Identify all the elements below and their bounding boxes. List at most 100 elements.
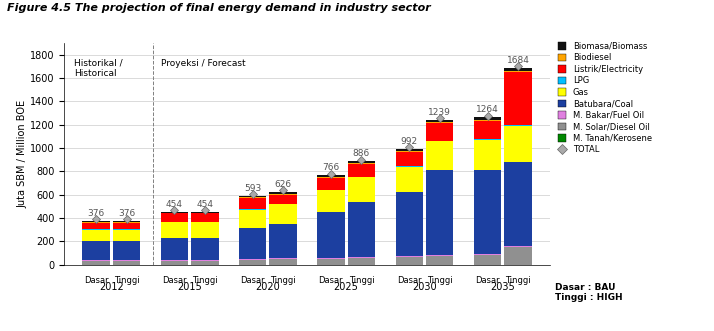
Bar <box>396 152 423 166</box>
Text: Tinggi: Tinggi <box>271 276 296 285</box>
Bar <box>504 71 532 72</box>
Bar <box>82 221 110 222</box>
Bar <box>239 228 266 259</box>
Text: Figure 4.5 The projection of final energy demand in industry sector: Figure 4.5 The projection of final energ… <box>7 3 431 13</box>
Bar <box>504 162 532 246</box>
Text: 1239: 1239 <box>428 108 451 117</box>
Bar <box>239 260 266 265</box>
Text: 1264: 1264 <box>476 105 499 114</box>
Bar <box>239 197 266 198</box>
Bar <box>113 260 140 261</box>
Bar <box>474 140 501 170</box>
Bar <box>82 260 110 261</box>
Bar <box>113 221 140 222</box>
Bar <box>239 210 266 228</box>
Bar <box>161 213 188 222</box>
Text: 2030: 2030 <box>412 282 437 292</box>
Bar <box>504 125 532 162</box>
Bar <box>82 241 110 260</box>
Bar <box>348 162 375 163</box>
Bar <box>474 255 501 265</box>
Bar <box>504 68 532 71</box>
Bar <box>396 192 423 256</box>
Text: 626: 626 <box>275 180 292 189</box>
Text: Dasar: Dasar <box>84 276 109 285</box>
Text: 1684: 1684 <box>507 56 530 65</box>
Text: 2020: 2020 <box>256 282 280 292</box>
Bar <box>161 222 188 238</box>
Bar <box>396 256 423 257</box>
Bar <box>239 198 266 209</box>
Text: 454: 454 <box>166 200 183 209</box>
Bar <box>348 164 375 177</box>
Text: Dasar : BAU
Tinggi : HIGH: Dasar : BAU Tinggi : HIGH <box>555 283 623 302</box>
Text: Dasar: Dasar <box>162 276 186 285</box>
Bar <box>426 122 453 123</box>
Bar <box>82 222 110 229</box>
Text: Tinggi: Tinggi <box>114 276 139 285</box>
Bar <box>161 238 188 260</box>
Bar <box>317 177 345 178</box>
Y-axis label: Juta SBM / Million BOE: Juta SBM / Million BOE <box>17 100 27 208</box>
Bar <box>269 192 297 194</box>
Bar <box>396 151 423 152</box>
Bar <box>348 202 375 257</box>
Bar <box>348 258 375 265</box>
Text: 376: 376 <box>87 209 104 218</box>
Bar <box>191 212 218 213</box>
Text: 2015: 2015 <box>177 282 202 292</box>
Bar <box>396 257 423 265</box>
Bar <box>426 141 453 170</box>
Text: Tinggi: Tinggi <box>506 276 531 285</box>
Text: 2012: 2012 <box>99 282 124 292</box>
Bar <box>426 255 453 256</box>
Bar <box>82 229 110 230</box>
Bar <box>426 170 453 255</box>
Text: Tinggi: Tinggi <box>427 276 453 285</box>
Bar <box>161 261 188 265</box>
Bar <box>348 177 375 202</box>
Bar <box>474 139 501 140</box>
Text: 992: 992 <box>401 137 418 146</box>
Bar <box>317 259 345 265</box>
Bar <box>426 120 453 122</box>
Text: 766: 766 <box>322 164 340 172</box>
Bar <box>113 241 140 260</box>
Bar <box>317 190 345 212</box>
Text: Dasar: Dasar <box>397 276 421 285</box>
Text: 454: 454 <box>196 200 213 209</box>
Bar <box>191 260 218 261</box>
Bar <box>317 212 345 258</box>
Bar <box>426 123 453 141</box>
Bar <box>191 222 218 238</box>
Bar <box>317 258 345 259</box>
Bar <box>161 212 188 213</box>
Text: 886: 886 <box>353 150 370 159</box>
Bar <box>113 230 140 241</box>
Bar <box>348 163 375 164</box>
Bar <box>474 120 501 121</box>
Text: Tinggi: Tinggi <box>348 276 374 285</box>
Bar <box>504 246 532 247</box>
Bar <box>426 256 453 265</box>
Bar <box>161 260 188 261</box>
Bar <box>269 224 297 259</box>
Bar <box>474 117 501 120</box>
Legend: Biomasa/Biomass, Biodiesel, Listrik/Electricity, LPG, Gas, Batubara/Coal, M. Bak: Biomasa/Biomass, Biodiesel, Listrik/Elec… <box>555 39 655 158</box>
Text: Historikal /
Historical: Historikal / Historical <box>74 59 123 78</box>
Bar <box>396 149 423 151</box>
Text: 593: 593 <box>244 184 261 193</box>
Bar <box>82 230 110 241</box>
Text: 2025: 2025 <box>333 282 358 292</box>
Bar <box>504 72 532 125</box>
Bar <box>474 254 501 255</box>
Bar <box>269 204 297 224</box>
Text: 376: 376 <box>118 209 135 218</box>
Bar <box>239 259 266 260</box>
Bar <box>113 261 140 265</box>
Bar <box>348 257 375 258</box>
Bar <box>396 166 423 192</box>
Bar <box>113 229 140 230</box>
Bar <box>269 195 297 204</box>
Bar <box>82 261 110 265</box>
